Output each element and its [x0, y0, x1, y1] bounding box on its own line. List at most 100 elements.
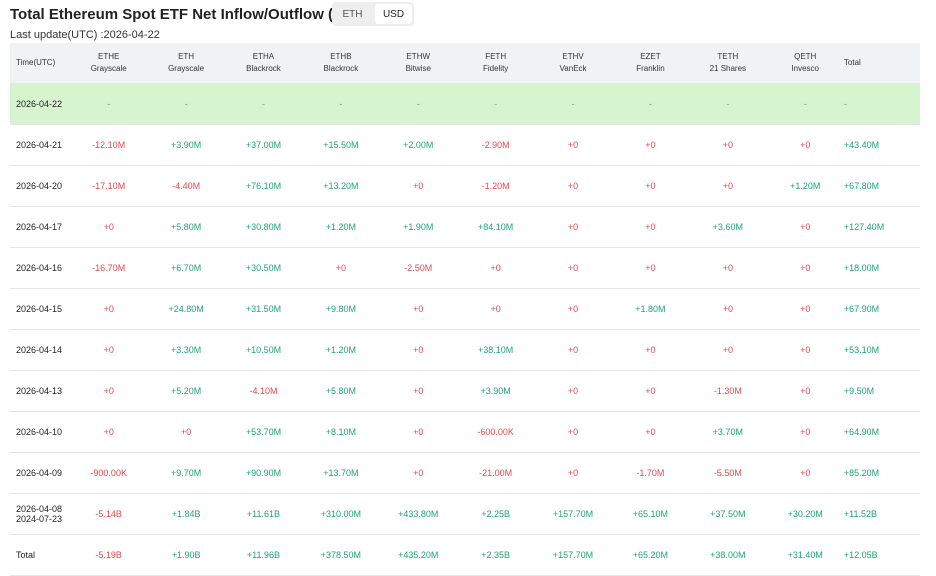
total-cell: +12.05B [843, 534, 920, 576]
value-cell: -900.00K [70, 452, 148, 494]
time: 2026-04-20 [16, 181, 63, 191]
value-cell: +0 [611, 329, 690, 371]
value-cell: -21.00M [456, 452, 535, 494]
toggle-usd[interactable]: USD [375, 4, 412, 24]
ticker: ETHW [406, 52, 431, 61]
value-cell: +0 [611, 206, 690, 248]
issuer: Franklin [636, 64, 665, 73]
value-cell: -2.90M [456, 124, 535, 166]
value-cell: +0 [689, 288, 767, 330]
total-cell: +127.40M [843, 206, 920, 248]
title: Total Ethereum Spot ETF Net Inflow/Outfl… [10, 6, 370, 23]
column-header: ETHA Blackrock [224, 43, 303, 84]
value-cell: +433.80M [379, 493, 457, 535]
toggle-eth[interactable]: ETH [342, 8, 363, 20]
issuer: Blackrock [323, 64, 359, 73]
value-cell: +38.00M [689, 534, 767, 576]
value-cell: +13.70M [302, 452, 380, 494]
time: 2026-04-09 [16, 468, 63, 478]
value-cell: +0 [534, 411, 612, 453]
column-header: FETH Fidelity [456, 43, 535, 84]
value-cell: -1.70M [611, 452, 690, 494]
value-cell: - [611, 83, 690, 125]
time-header: Time(UTC) [10, 43, 70, 84]
value-cell: +0 [689, 124, 767, 166]
ticker: TETH [717, 52, 739, 61]
value-cell: +0 [611, 124, 690, 166]
value-cell: +8.10M [302, 411, 380, 453]
issuer: Grayscale [90, 64, 127, 73]
total-cell: +67.90M [843, 288, 920, 330]
value-cell: +13.20M [302, 165, 380, 207]
issuer: Grayscale [168, 64, 205, 73]
value-cell: +1.20M [766, 165, 844, 207]
value-cell: +2.00M [379, 124, 457, 166]
value-cell: +0 [611, 247, 690, 289]
value-cell: -5.19B [70, 534, 148, 576]
value-cell: +90.90M [224, 452, 303, 494]
time-cell: 2026-04-13 [10, 370, 70, 412]
value-cell: +0 [534, 247, 612, 289]
value-cell: +0 [379, 329, 457, 371]
time-cell: 2026-04-09 [10, 452, 70, 494]
total-cell: +43.40M [843, 124, 920, 166]
row: 2026-04-17 +0 +5.80M +30.80M +1.20M +1.90M +84… [10, 206, 920, 248]
row: 2026-04-22- - - - - - - - - - - [10, 83, 920, 125]
value-cell: +0 [70, 329, 148, 371]
time-cell: 2026-04-20 [10, 165, 70, 207]
value-cell: +310.00M [302, 493, 380, 535]
value-cell: +0 [689, 247, 767, 289]
column-header: TETH 21 Shares [689, 43, 767, 84]
value-cell: +1.80M [611, 288, 690, 330]
value-cell: +38.10M [456, 329, 535, 371]
total-cell: +53.10M [843, 329, 920, 371]
value-cell: -600.00K [456, 411, 535, 453]
value-cell: +0 [689, 329, 767, 371]
row: 2026-04-09 -900.00K +9.70M +90.90M +13.70M +0… [10, 452, 920, 494]
row: 2026-04-13 +0 +5.20M -4.10M +5.80M +0 +3.90M +0… [10, 370, 920, 412]
time: Total [16, 550, 36, 560]
issuer: Fidelity [482, 64, 509, 73]
total-cell: +64.90M [843, 411, 920, 453]
value-cell: +0 [611, 165, 690, 207]
value-cell: +0 [456, 288, 535, 330]
value-cell: +0 [534, 124, 612, 166]
time: 2026-04-17 [16, 222, 63, 232]
value-cell: +0 [379, 452, 457, 494]
total-cell: +67.80M [843, 165, 920, 207]
ticker: EZET [640, 52, 661, 61]
value-cell: +0 [302, 247, 380, 289]
value-cell: - [689, 83, 767, 125]
value-cell: +3.60M [689, 206, 767, 248]
value-cell: +3.70M [689, 411, 767, 453]
time-cell: 2026-04-15 [10, 288, 70, 330]
value-cell: +37.50M [689, 493, 767, 535]
value-cell: +0 [456, 247, 535, 289]
row: 2026-04-21 -12.10M +3.90M +37.00M +15.50M +2.… [10, 124, 920, 166]
row: 2026-04-08 2024-07-23 -5.14B +1.84B +11.61B +… [10, 493, 920, 535]
value-cell: +30.20M [766, 493, 844, 535]
unit-toggle: ETH USD [332, 2, 414, 26]
value-cell: +0 [766, 411, 844, 453]
time-cell: Total [10, 534, 70, 576]
ticker: ETHA [252, 52, 275, 61]
value-cell: +3.90M [147, 124, 225, 166]
ticker: ETH [178, 52, 195, 61]
value-cell: +0 [379, 411, 457, 453]
value-cell: +3.30M [147, 329, 225, 371]
issuer: VanEck [559, 64, 587, 73]
issuer: 21 Shares [709, 64, 747, 73]
column-header: ETHV VanEck [534, 43, 612, 84]
value-cell: -1.20M [456, 165, 535, 207]
value-cell: +0 [534, 329, 612, 371]
value-cell: +9.80M [302, 288, 380, 330]
total-cell: +11.52B [843, 493, 920, 535]
time: 2026-04-08 [16, 504, 63, 514]
value-cell: +0 [766, 247, 844, 289]
column-header: ETHW Bitwise [379, 43, 457, 84]
value-cell: - [70, 83, 148, 125]
value-cell: +65.20M [611, 534, 690, 576]
value-cell: - [534, 83, 612, 125]
row: 2026-04-15 +0 +24.80M +31.50M +9.80M +0 +0 +0 +1… [10, 288, 920, 330]
